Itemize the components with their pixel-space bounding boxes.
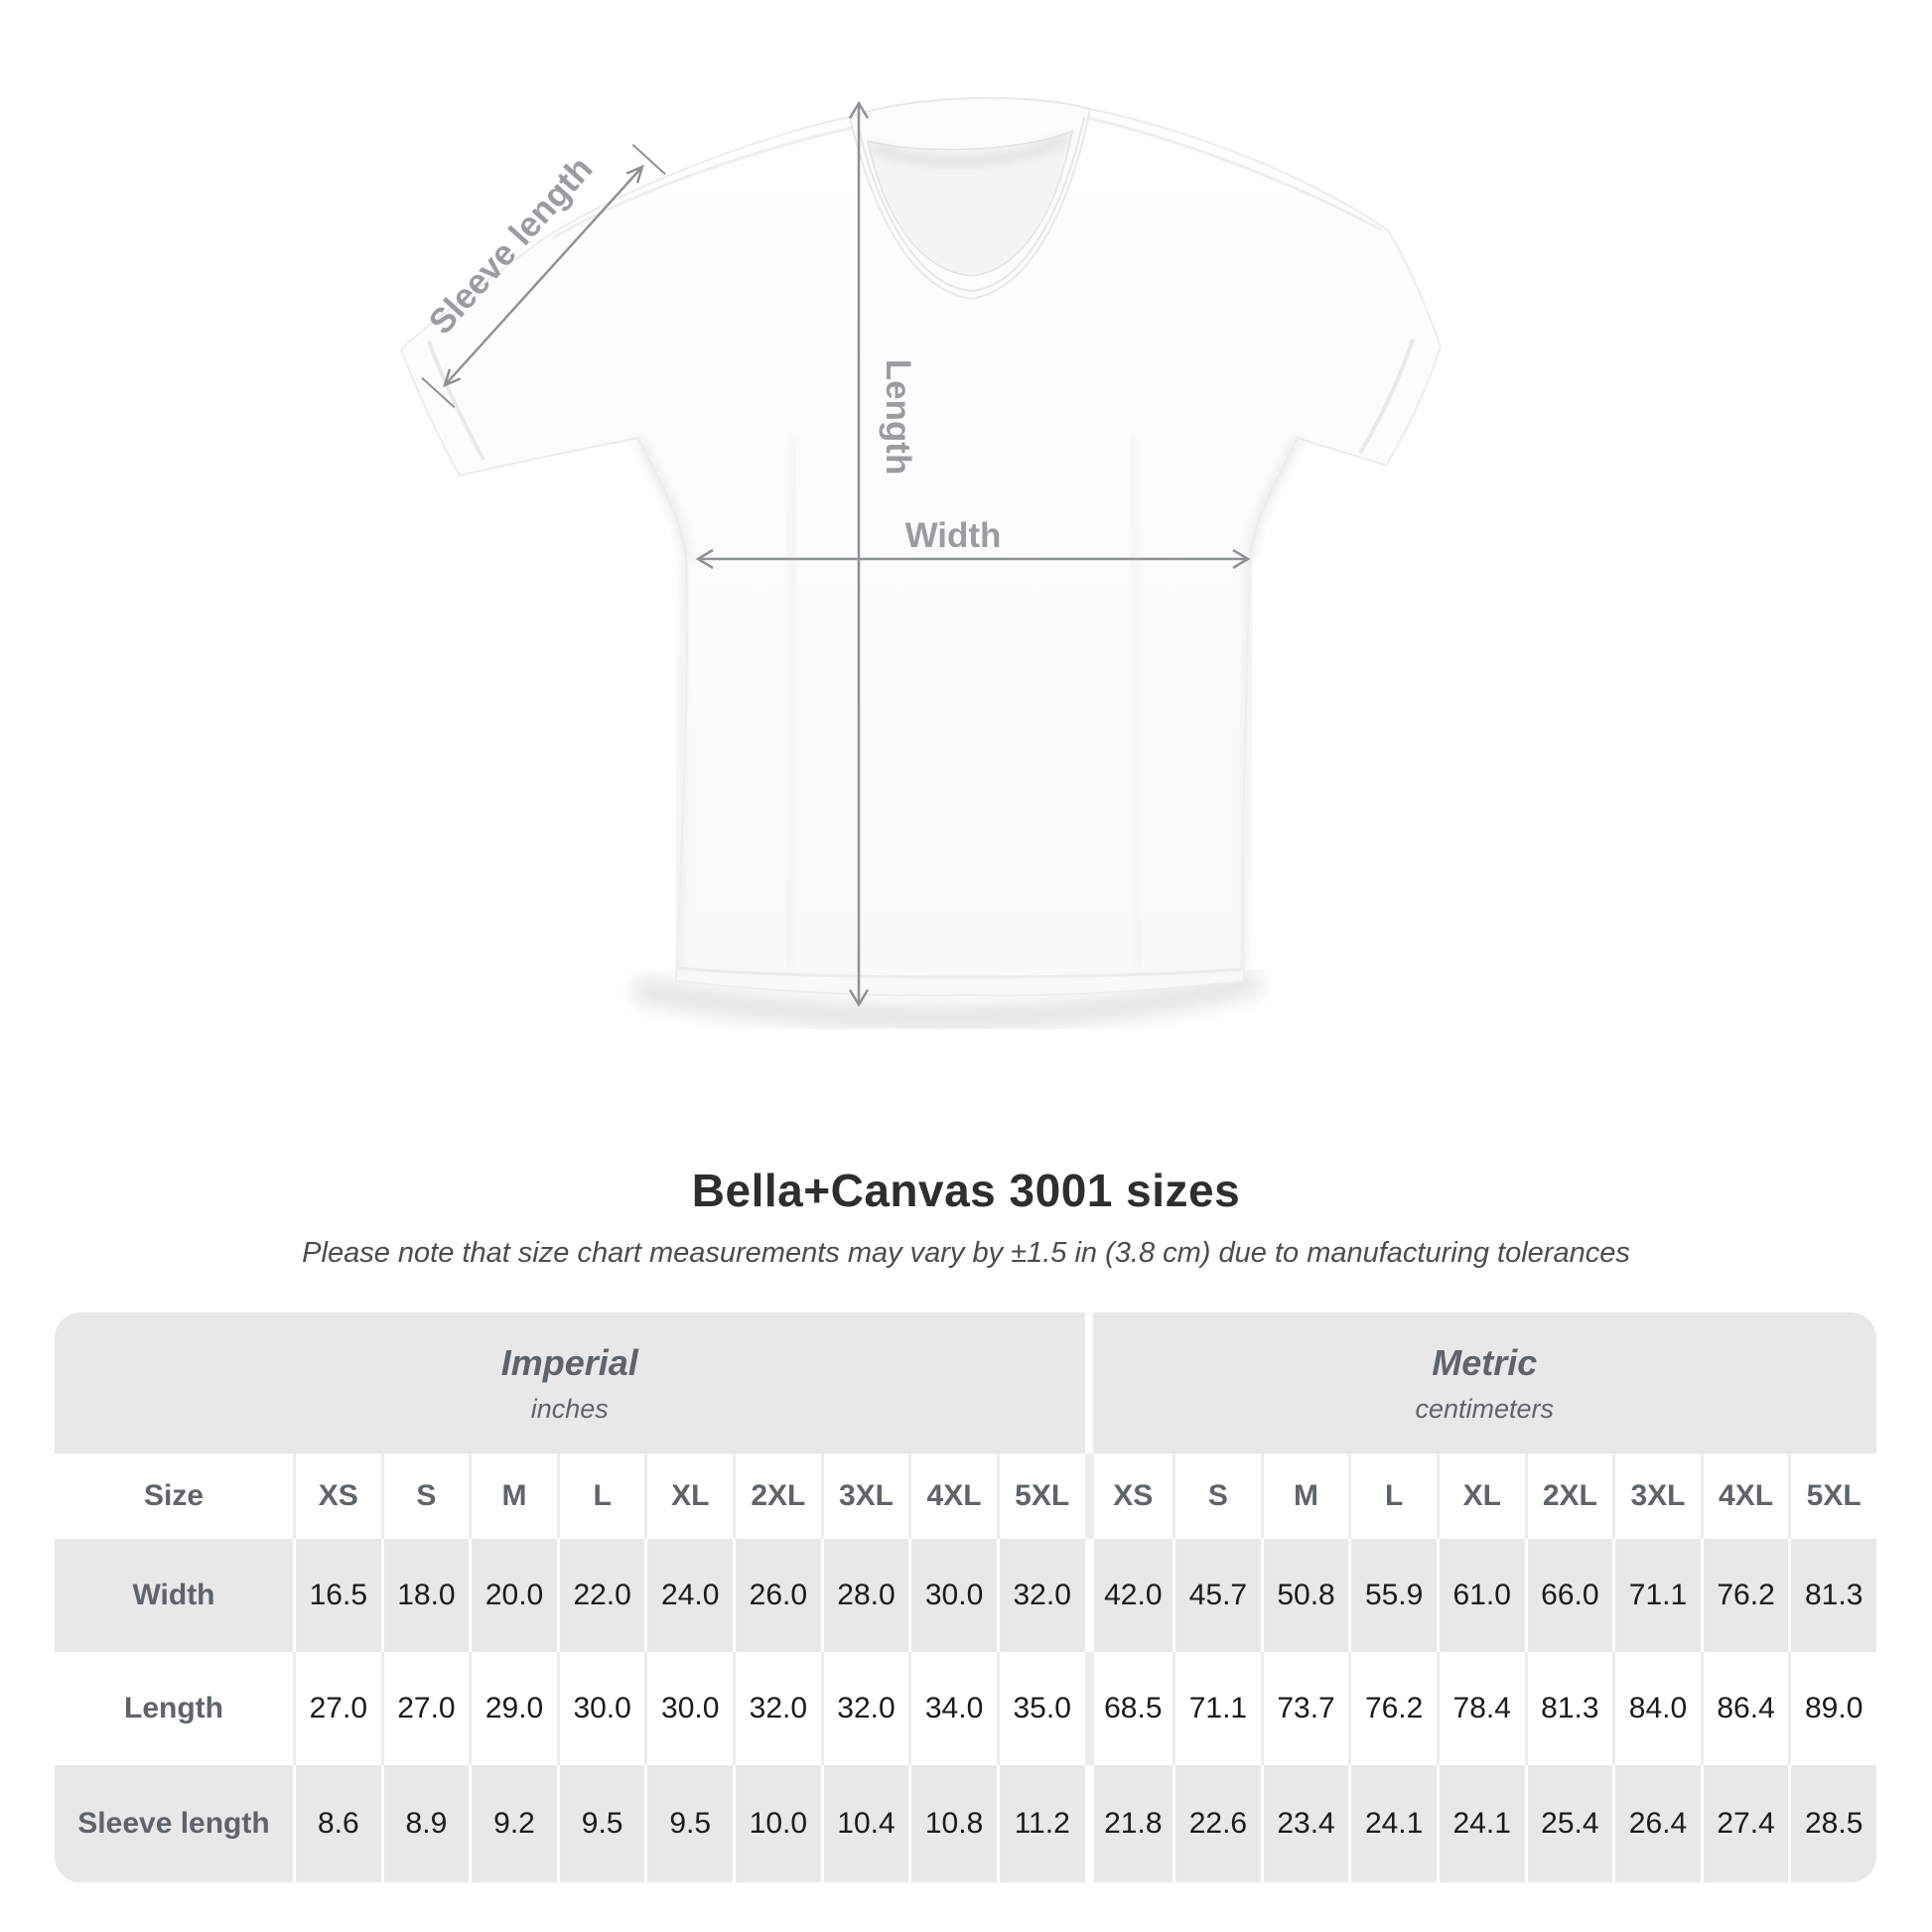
table-cell: 27.0	[293, 1652, 381, 1765]
imperial-section-header: Imperial inches	[55, 1312, 1085, 1453]
row-label: Width	[55, 1539, 293, 1652]
table-cell: 28.5	[1788, 1765, 1876, 1882]
length-arrow	[848, 100, 870, 1008]
size-col-header: L	[556, 1453, 645, 1539]
size-col-header: 2XL	[733, 1453, 821, 1539]
table-cell: 55.9	[1348, 1539, 1437, 1652]
table-cell: 32.0	[733, 1652, 821, 1765]
table-cell: 32.0	[820, 1652, 909, 1765]
table-cell: 76.2	[1348, 1652, 1437, 1765]
table-cell: 23.4	[1260, 1765, 1349, 1882]
table-cell: 20.0	[469, 1539, 557, 1652]
sleeve-length-arrow	[421, 144, 666, 408]
size-col-header: 2XL	[1524, 1453, 1613, 1539]
table-cell: 9.5	[556, 1765, 645, 1882]
table-cell: 45.7	[1173, 1539, 1261, 1652]
size-col-header: 3XL	[820, 1453, 909, 1539]
size-col-header: 5XL	[1788, 1453, 1876, 1539]
table-cell: 86.4	[1700, 1652, 1789, 1765]
table-cell: 10.0	[733, 1765, 821, 1882]
size-col-header: M	[1260, 1453, 1349, 1539]
hem-shadow	[632, 969, 1262, 1031]
table-cell: 71.1	[1173, 1652, 1261, 1765]
row-label: Sleeve length	[55, 1765, 293, 1882]
table-cell: 26.4	[1612, 1765, 1701, 1882]
size-col-header: 4XL	[1700, 1453, 1789, 1539]
table-cell: 9.2	[469, 1765, 557, 1882]
size-col-header: M	[469, 1453, 557, 1539]
table-cell: 68.5	[1084, 1652, 1173, 1765]
width-arrow	[695, 548, 1251, 570]
table-cell: 22.6	[1173, 1765, 1261, 1882]
metric-unit: centimeters	[1415, 1393, 1555, 1424]
tshirt-body	[399, 96, 1443, 997]
table-cell: 8.9	[380, 1765, 470, 1882]
page-subtitle: Please note that size chart measurements…	[302, 1237, 1630, 1269]
table-cell: 78.4	[1436, 1652, 1525, 1765]
table-cell: 9.5	[644, 1765, 734, 1882]
size-col-header: L	[1348, 1453, 1437, 1539]
imperial-title: Imperial	[500, 1341, 638, 1383]
size-col-header: 5XL	[996, 1453, 1085, 1539]
imperial-unit: inches	[530, 1393, 609, 1424]
table-cell: 81.3	[1524, 1652, 1613, 1765]
table-cell: 34.0	[908, 1652, 997, 1765]
table-cell: 61.0	[1436, 1539, 1525, 1652]
size-col-header: 3XL	[1612, 1453, 1701, 1539]
metric-title: Metric	[1432, 1341, 1538, 1383]
size-corner-label: Size	[55, 1453, 293, 1539]
table-cell: 28.0	[820, 1539, 909, 1652]
fabric-shading	[427, 115, 1415, 979]
table-cell: 10.8	[908, 1765, 997, 1882]
table-cell: 18.0	[380, 1539, 470, 1652]
table-cell: 29.0	[469, 1652, 557, 1765]
table-cell: 11.2	[996, 1765, 1085, 1882]
table-cell: 21.8	[1084, 1765, 1173, 1882]
table-cell: 25.4	[1524, 1765, 1613, 1882]
table-cell: 50.8	[1260, 1539, 1349, 1652]
table-cell: 24.1	[1436, 1765, 1525, 1882]
size-col-header: XL	[644, 1453, 734, 1539]
table-cell: 24.0	[644, 1539, 734, 1652]
table-cell: 81.3	[1788, 1539, 1876, 1652]
table-cell: 30.0	[556, 1652, 645, 1765]
table-cell: 24.1	[1348, 1765, 1437, 1882]
table-cell: 42.0	[1084, 1539, 1173, 1652]
size-col-header: XS	[1084, 1453, 1173, 1539]
length-label: Length	[879, 359, 917, 476]
size-col-header: S	[380, 1453, 470, 1539]
table-cell: 27.0	[380, 1652, 470, 1765]
width-label: Width	[905, 516, 1002, 555]
table-cell: 16.5	[293, 1539, 381, 1652]
table-cell: 8.6	[293, 1765, 381, 1882]
table-cell: 27.4	[1700, 1765, 1789, 1882]
table-cell: 30.0	[908, 1539, 997, 1652]
collar	[848, 96, 1092, 301]
table-cell: 10.4	[820, 1765, 909, 1882]
size-col-header: S	[1173, 1453, 1261, 1539]
table-cell: 66.0	[1524, 1539, 1613, 1652]
tshirt-measurement-diagram: Sleeve length Length Width	[399, 96, 1443, 1031]
table-cell: 73.7	[1260, 1652, 1349, 1765]
table-cell: 26.0	[733, 1539, 821, 1652]
table-cell: 76.2	[1700, 1539, 1789, 1652]
table-cell: 89.0	[1788, 1652, 1876, 1765]
table-cell: 32.0	[996, 1539, 1085, 1652]
row-label: Length	[55, 1652, 293, 1765]
table-cell: 71.1	[1612, 1539, 1701, 1652]
table-cell: 30.0	[644, 1652, 734, 1765]
size-table: Imperial inches Metric centimeters Size …	[55, 1312, 1876, 1882]
table-cell: 35.0	[996, 1652, 1085, 1765]
size-col-header: 4XL	[908, 1453, 997, 1539]
metric-section-header: Metric centimeters	[1084, 1312, 1876, 1453]
table-cell: 84.0	[1612, 1652, 1701, 1765]
size-col-header: XS	[293, 1453, 381, 1539]
size-col-header: XL	[1436, 1453, 1525, 1539]
page-title: Bella+Canvas 3001 sizes	[691, 1165, 1241, 1216]
table-cell: 22.0	[556, 1539, 645, 1652]
